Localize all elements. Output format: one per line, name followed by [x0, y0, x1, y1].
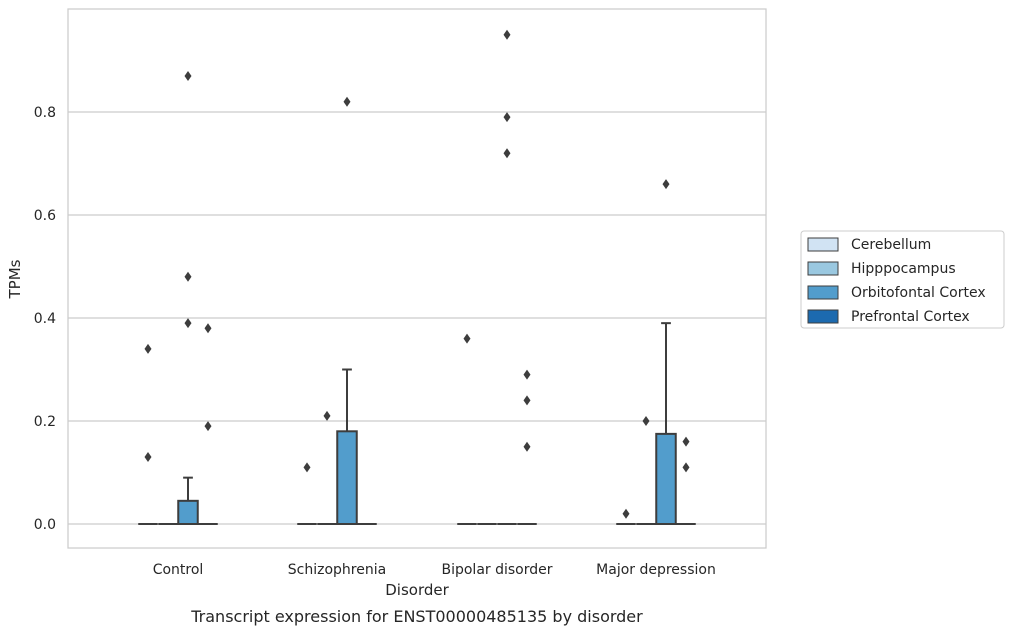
outlier-point [622, 508, 630, 519]
box-body [336, 430, 358, 525]
box-hipppocampus-3 [636, 416, 656, 525]
box-body [177, 499, 199, 526]
outlier-point [682, 462, 690, 473]
box-cerebellum-1 [297, 462, 317, 525]
x-tick-label: Major depression [596, 562, 716, 578]
plot-frame [67, 8, 767, 549]
legend: Cerebellum Hipppocampus Orbitofontal Corte… [800, 230, 1005, 329]
box-body [655, 432, 677, 525]
outlier-point [144, 452, 152, 463]
outlier-point [463, 333, 471, 344]
y-tick-label: 0.8 [34, 105, 56, 121]
y-axis-ticks: 0.0 0.2 0.4 0.6 0.8 [34, 105, 56, 533]
y-axis-label: TPMs [6, 259, 24, 299]
x-axis-ticks: Control Schizophrenia Bipolar disorder Majo… [153, 562, 716, 578]
legend-label: Cerebellum [851, 237, 931, 253]
outlier-point [303, 462, 311, 473]
outlier-point [204, 421, 212, 432]
legend-swatch [807, 261, 839, 276]
outlier-point [204, 323, 212, 334]
box-hipppocampus-1 [317, 410, 337, 525]
box-orbitofontal-cortex-3 [655, 179, 677, 525]
outlier-point [144, 343, 152, 354]
outlier-point [503, 29, 511, 40]
outlier-point [503, 112, 511, 123]
outlier-point [184, 318, 192, 329]
y-tick-label: 0.6 [34, 208, 56, 224]
legend-swatch [807, 285, 839, 300]
outlier-point [323, 410, 331, 421]
box-cerebellum-2 [457, 333, 477, 525]
outlier-point [642, 416, 650, 426]
box-orbitofontal-cortex-1 [336, 96, 358, 525]
legend-label: Prefrontal Cortex [851, 309, 970, 325]
outlier-point [682, 436, 690, 447]
box-orbitofontal-cortex-0 [177, 70, 199, 526]
legend-label: Hipppocampus [851, 261, 956, 277]
boxes [138, 29, 696, 526]
box-orbitofontal-cortex-2 [497, 29, 517, 525]
legend-items: Cerebellum Hipppocampus Orbitofontal Corte… [807, 237, 986, 325]
x-axis-label: Disorder [385, 581, 449, 599]
outlier-point [523, 395, 531, 406]
outlier-point [523, 369, 531, 380]
outlier-point [503, 148, 511, 159]
box-prefrontal-cortex-2 [517, 369, 537, 525]
legend-swatch [807, 237, 839, 252]
legend-label: Orbitofontal Cortex [851, 285, 986, 301]
outlier-point [523, 441, 531, 452]
box-cerebellum-3 [616, 508, 636, 525]
x-tick-label: Control [153, 562, 204, 578]
box-prefrontal-cortex-3 [676, 436, 696, 525]
outlier-point [343, 96, 351, 107]
outlier-point [184, 70, 192, 81]
legend-swatch [807, 309, 839, 324]
y-tick-label: 0.4 [34, 311, 56, 327]
y-tick-label: 0.2 [34, 414, 56, 430]
box-cerebellum-0 [138, 343, 158, 525]
outlier-point [184, 271, 192, 282]
chart-caption: Transcript expression for ENST0000048513… [190, 607, 643, 626]
legend-frame [800, 230, 1005, 329]
box-prefrontal-cortex-0 [198, 323, 218, 525]
y-tick-label: 0.0 [34, 517, 56, 533]
x-tick-label: Bipolar disorder [441, 562, 552, 578]
outlier-point [662, 179, 670, 190]
x-tick-label: Schizophrenia [288, 562, 386, 578]
